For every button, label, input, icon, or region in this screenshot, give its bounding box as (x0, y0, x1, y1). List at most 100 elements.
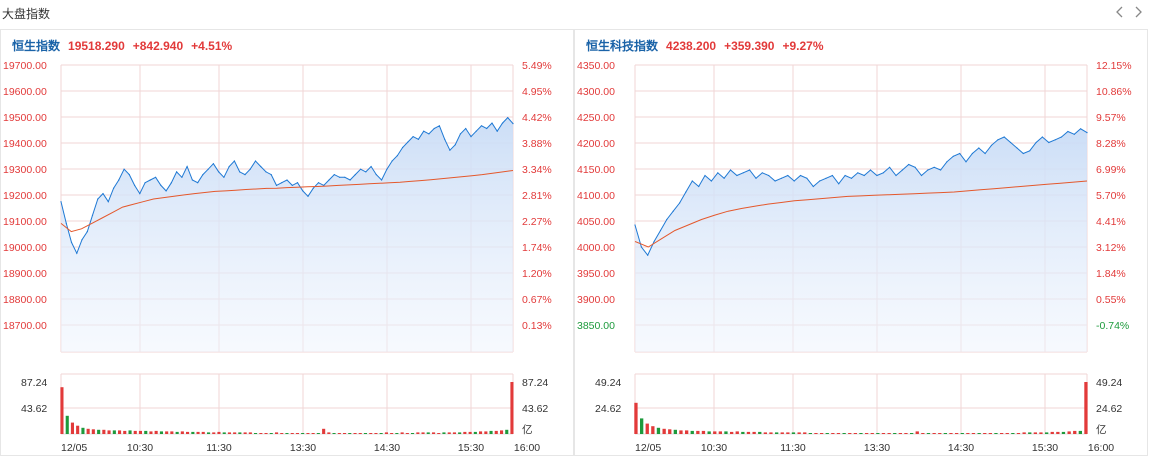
pct-tick-label: 0.55% (1096, 294, 1126, 306)
volume-bar (510, 382, 514, 434)
index-change: +359.390 (724, 39, 775, 53)
volume-tick-label: 24.62 (1096, 403, 1122, 415)
price-point (491, 122, 493, 124)
volume-bar (820, 433, 824, 434)
pct-tick-label: 8.28% (1096, 138, 1126, 150)
volume-bar (500, 430, 504, 434)
price-point (971, 152, 973, 155)
price-point (844, 174, 846, 177)
price-point (212, 163, 214, 165)
price-point (869, 169, 872, 171)
volume-bar (390, 433, 394, 434)
price-point (86, 231, 88, 233)
volume-bar (910, 433, 914, 434)
price-point (60, 201, 62, 203)
price-point (927, 169, 929, 171)
price-point (812, 185, 814, 188)
price-point (412, 136, 414, 138)
volume-bar (775, 432, 779, 434)
volume-bar (227, 432, 231, 434)
volume-bar (463, 431, 467, 434)
volume-bar (651, 426, 655, 434)
price-point (113, 187, 115, 189)
volume-bar (149, 431, 153, 434)
volume-bar (348, 433, 352, 434)
index-name[interactable]: 恒生指数 (12, 39, 61, 53)
price-point (914, 166, 916, 168)
price-point (65, 222, 67, 224)
time-tick-label: 14:30 (948, 442, 974, 454)
pct-tick-label: 12.15% (1096, 60, 1132, 72)
price-point (959, 152, 961, 155)
index-change-pct: +4.51% (191, 39, 233, 53)
price-point (123, 168, 125, 170)
hstech-chart-panel[interactable]: 4350.00 4300.00 4250.00 4200.00 4150.00 4100.… (574, 29, 1148, 456)
time-tick-label: 13:30 (864, 442, 890, 454)
price-point (428, 133, 430, 135)
price-tick-label: 4100.00 (577, 190, 615, 202)
price-point (97, 198, 99, 200)
volume-bar (411, 433, 415, 434)
chevron-right-icon[interactable] (1129, 3, 1147, 21)
price-point (244, 174, 246, 176)
volume-bar (395, 433, 399, 434)
price-point (1048, 141, 1050, 144)
volume-bar (207, 432, 211, 434)
volume-bar (836, 433, 841, 434)
price-point (344, 176, 346, 178)
price-point (76, 252, 78, 254)
price-point (1003, 136, 1005, 138)
volume-tick-label: 43.62 (522, 403, 548, 415)
volume-bar (138, 430, 142, 434)
price-point (480, 125, 483, 127)
price-point (990, 144, 993, 146)
volume-bar (831, 433, 835, 434)
volume-bar (746, 431, 751, 434)
price-point (149, 179, 151, 181)
volume-tick-label: 87.24 (522, 377, 548, 389)
time-tick-label: 12/05 (61, 442, 87, 454)
volume-bar (60, 387, 64, 434)
price-point (317, 182, 320, 184)
volume-bar (180, 431, 184, 434)
price-point (952, 155, 954, 157)
price-point (365, 171, 367, 173)
volume-bar (259, 433, 263, 434)
volume-bar (123, 430, 127, 434)
price-point (91, 214, 94, 216)
average-line (634, 180, 1088, 248)
price-tick-label: 3850.00 (577, 320, 615, 332)
price-point (228, 165, 230, 168)
volume-bar (458, 432, 462, 434)
volume-bar (222, 432, 226, 434)
price-point (438, 125, 440, 127)
price-point (128, 174, 130, 176)
price-point (901, 169, 903, 171)
panel-header: 恒生指数 19518.290 +842.940 +4.51% (12, 37, 240, 54)
pct-tick-label: 3.34% (522, 164, 552, 176)
volume-bar (447, 432, 451, 434)
price-point (749, 169, 751, 171)
volume-bar (1056, 431, 1060, 434)
pct-tick-label: -0.74% (1096, 320, 1129, 332)
price-point (260, 165, 262, 168)
volume-bar (374, 433, 378, 434)
time-tick-label: 10:30 (701, 442, 727, 454)
price-tick-label: 4200.00 (577, 138, 615, 150)
volume-bar (97, 429, 101, 434)
price-point (160, 184, 162, 186)
volume-bar (70, 422, 74, 434)
price-point (475, 130, 477, 132)
price-point (470, 136, 472, 138)
chevron-left-icon[interactable] (1111, 3, 1129, 21)
index-name[interactable]: 恒生科技指数 (586, 39, 659, 53)
hsi-chart-panel[interactable]: 19700.00 19600.00 19500.00 19400.00 19300.00… (0, 29, 574, 456)
price-point (496, 130, 498, 132)
price-point (1054, 139, 1056, 141)
time-tick-label: 11:30 (206, 442, 232, 454)
price-point (850, 177, 853, 179)
price-point (118, 179, 120, 181)
volume-bar (238, 432, 242, 434)
volume-bar (233, 432, 237, 434)
volume-bar (752, 431, 756, 434)
